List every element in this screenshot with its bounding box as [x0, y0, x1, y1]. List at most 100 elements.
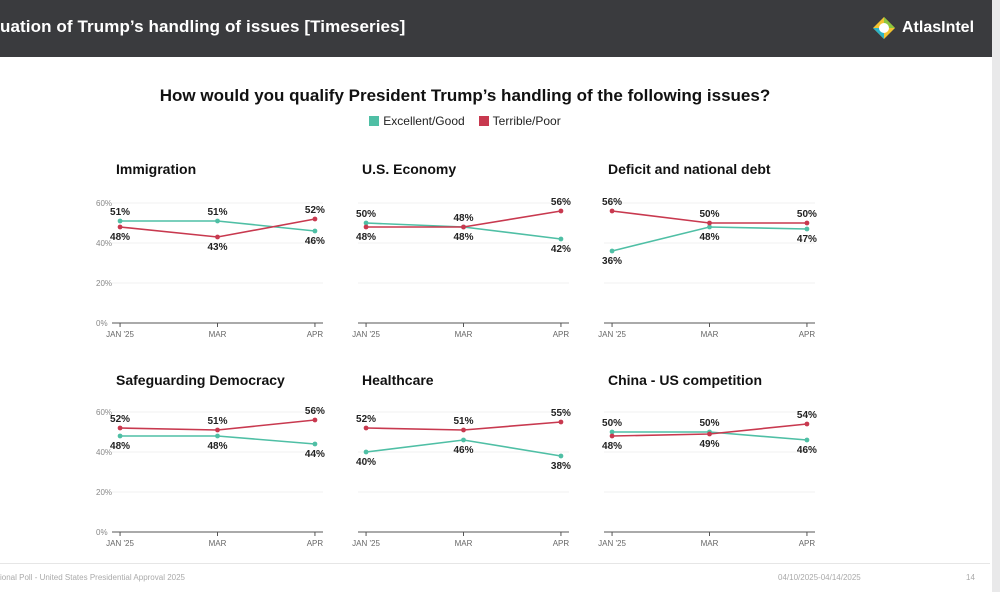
- data-label: 48%: [110, 441, 130, 452]
- page-edge: [992, 0, 1000, 592]
- data-point: [215, 433, 220, 439]
- legend-label-terrible-poor: Terrible/Poor: [492, 114, 561, 128]
- data-label: 55%: [551, 408, 571, 419]
- data-point: [558, 208, 564, 214]
- data-point: [558, 419, 564, 425]
- data-label: 50%: [356, 209, 376, 220]
- data-label: 51%: [207, 207, 227, 218]
- data-point: [558, 453, 564, 459]
- x-tick-label: APR: [553, 330, 570, 339]
- data-point: [363, 449, 369, 455]
- data-label: 46%: [305, 236, 325, 247]
- chart-title: China - US competition: [608, 372, 762, 388]
- chart-title: Healthcare: [362, 372, 434, 388]
- data-label: 49%: [699, 439, 719, 450]
- footer-date-range: 04/10/2025-04/14/2025: [778, 573, 861, 582]
- legend-swatch-terrible-poor: [478, 116, 489, 126]
- line-chart-0: 0% 20% 40% 60% JAN '25 MAR APR 51% 51% 46% 48% 43% 5…: [96, 199, 325, 339]
- data-point: [804, 437, 810, 443]
- data-point: [804, 220, 810, 226]
- data-label: 50%: [699, 209, 719, 220]
- data-point: [117, 425, 123, 431]
- data-label: 46%: [453, 445, 473, 456]
- data-point: [363, 425, 369, 431]
- data-point: [461, 437, 466, 443]
- data-point: [117, 218, 123, 224]
- x-tick-label: JAN '25: [352, 539, 380, 548]
- data-point: [804, 226, 810, 232]
- x-tick-label: JAN '25: [106, 330, 134, 339]
- x-tick-label: MAR: [209, 539, 227, 548]
- legend-item-terrible-poor: Terrible/Poor: [478, 114, 561, 128]
- data-label: 48%: [453, 213, 473, 224]
- data-point: [117, 224, 123, 230]
- line-chart-5: JAN '25 MAR APR 50% 50% 46% 48% 49% 54%: [598, 410, 817, 548]
- x-tick-label: MAR: [455, 539, 473, 548]
- chart-title: Deficit and national debt: [608, 161, 771, 177]
- data-point: [117, 433, 123, 439]
- data-point: [312, 417, 318, 423]
- data-label: 40%: [356, 457, 376, 468]
- line-chart-4: JAN '25 MAR APR 40% 46% 38% 52% 51% 55%: [352, 408, 571, 548]
- x-tick-label: JAN '25: [598, 330, 626, 339]
- data-point: [707, 224, 712, 230]
- x-tick-label: APR: [799, 539, 816, 548]
- data-label: 56%: [305, 406, 325, 417]
- line-chart-2: JAN '25 MAR APR 36% 48% 47% 56% 50% 50%: [598, 197, 817, 339]
- data-label: 48%: [699, 232, 719, 243]
- survey-question: How would you qualify President Trump’s …: [159, 86, 771, 105]
- data-point: [461, 427, 466, 433]
- data-point: [363, 220, 369, 226]
- data-label: 42%: [551, 244, 571, 255]
- data-label: 52%: [356, 414, 376, 425]
- data-point: [312, 216, 318, 222]
- atlasintel-logo-icon: [873, 17, 895, 39]
- data-label: 36%: [602, 256, 622, 267]
- data-point: [215, 218, 220, 224]
- data-point: [707, 220, 712, 226]
- data-label: 52%: [305, 205, 325, 216]
- y-tick-label: 60%: [96, 199, 112, 208]
- data-point: [312, 441, 318, 447]
- data-label: 56%: [551, 197, 571, 208]
- x-tick-label: MAR: [701, 539, 719, 548]
- data-label: 43%: [207, 242, 227, 253]
- data-point: [609, 208, 615, 214]
- y-tick-label: 0%: [96, 528, 108, 537]
- data-point: [609, 429, 615, 435]
- data-label: 48%: [453, 232, 473, 243]
- chart-legend: Excellent/Good Terrible/Poor: [0, 114, 930, 128]
- data-point: [215, 427, 220, 433]
- y-tick-label: 40%: [96, 239, 112, 248]
- x-tick-label: MAR: [209, 330, 227, 339]
- data-point: [609, 248, 615, 254]
- chart-title: Safeguarding Democracy: [116, 372, 285, 388]
- brand-logo: AtlasIntel: [872, 16, 974, 40]
- data-point: [558, 236, 564, 242]
- chart-title: Immigration: [116, 161, 197, 177]
- footer-page-number: 14: [966, 573, 975, 582]
- data-label: 50%: [797, 209, 817, 220]
- x-tick-label: JAN '25: [598, 539, 626, 548]
- logo-text: AtlasIntel: [902, 19, 975, 36]
- x-tick-label: APR: [553, 539, 570, 548]
- line-chart-3: 0% 20% 40% 60% JAN '25 MAR APR 48% 48% 44% 52% 51% 5…: [96, 406, 325, 548]
- data-label: 46%: [797, 445, 817, 456]
- data-label: 48%: [356, 232, 376, 243]
- data-label: 48%: [602, 441, 622, 452]
- chart-title: U.S. Economy: [362, 161, 457, 177]
- x-tick-label: MAR: [701, 330, 719, 339]
- x-tick-label: APR: [307, 330, 324, 339]
- data-label: 56%: [602, 197, 622, 208]
- data-label: 51%: [110, 207, 130, 218]
- data-point: [707, 431, 712, 437]
- x-tick-label: APR: [799, 330, 816, 339]
- data-point: [312, 228, 318, 234]
- y-tick-label: 20%: [96, 279, 112, 288]
- header-bar: uation of Trump’s handling of issues [Ti…: [0, 0, 992, 57]
- data-label: 48%: [207, 441, 227, 452]
- y-tick-label: 0%: [96, 319, 108, 328]
- footer-divider: [0, 563, 990, 564]
- data-point: [461, 224, 466, 230]
- data-point: [363, 224, 369, 230]
